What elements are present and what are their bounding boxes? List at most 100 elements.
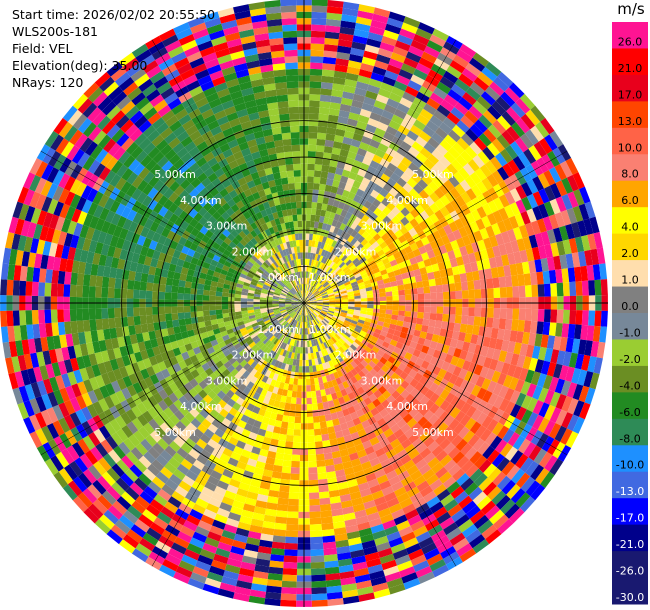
velocity-gate [519, 343, 529, 357]
velocity-gate [341, 169, 351, 178]
velocity-gate [21, 251, 30, 267]
velocity-gate [355, 275, 363, 282]
velocity-gate [269, 438, 279, 447]
velocity-gate [314, 338, 319, 346]
velocity-gate [329, 300, 336, 303]
velocity-gate [352, 561, 368, 571]
velocity-gate [225, 353, 234, 361]
velocity-gate [379, 115, 392, 126]
velocity-gate [287, 309, 294, 314]
velocity-gate [328, 307, 336, 311]
velocity-gate [195, 497, 209, 509]
velocity-gate [277, 497, 289, 506]
velocity-gate [348, 171, 358, 181]
velocity-gate [376, 237, 385, 246]
velocity-gate [354, 232, 362, 241]
velocity-gate [530, 484, 546, 501]
velocity-gate [554, 163, 567, 181]
velocity-gate [304, 309, 307, 316]
velocity-gate [94, 518, 111, 535]
velocity-gate [199, 371, 209, 381]
velocity-gate [311, 587, 327, 595]
velocity-gate [293, 295, 299, 300]
velocity-gate [396, 146, 409, 157]
velocity-gate [404, 352, 413, 361]
velocity-gate [142, 410, 154, 423]
velocity-gate [382, 322, 391, 329]
velocity-gate [90, 330, 99, 343]
velocity-gate [249, 397, 258, 406]
velocity-gate [406, 464, 419, 476]
velocity-gate [279, 308, 287, 312]
velocity-gate [521, 182, 533, 197]
velocity-gate [283, 561, 298, 569]
velocity-gate [325, 178, 334, 186]
velocity-gate [362, 156, 373, 166]
velocity-gate [323, 318, 330, 324]
velocity-gate [310, 214, 316, 222]
velocity-gate [275, 313, 282, 319]
velocity-gate [209, 525, 224, 536]
velocity-gate [415, 239, 425, 249]
velocity-gate [437, 335, 446, 345]
velocity-gate [439, 139, 453, 152]
velocity-gate [353, 358, 361, 366]
velocity-gate [356, 336, 364, 343]
velocity-gate [305, 308, 309, 316]
velocity-gate [169, 240, 179, 250]
velocity-gate [315, 294, 322, 299]
velocity-gate [25, 310, 33, 325]
velocity-gate [577, 369, 588, 386]
velocity-gate [437, 422, 449, 434]
velocity-gate [444, 353, 454, 364]
velocity-gate [345, 524, 359, 534]
velocity-gate [316, 466, 327, 474]
velocity-gate [262, 286, 269, 291]
velocity-gate [360, 533, 375, 544]
velocity-gate [241, 352, 249, 360]
velocity-gate [315, 151, 324, 159]
velocity-gate [537, 417, 550, 433]
velocity-gate [397, 261, 406, 270]
velocity-gate [367, 145, 378, 155]
velocity-gate [63, 284, 71, 297]
velocity-gate [330, 254, 337, 262]
velocity-gate [177, 312, 185, 320]
velocity-gate [318, 255, 324, 263]
velocity-gate [173, 196, 184, 207]
velocity-gate [473, 279, 481, 290]
velocity-gate [46, 407, 59, 423]
velocity-gate [226, 271, 234, 278]
velocity-gate [335, 277, 342, 284]
velocity-gate [51, 362, 62, 377]
velocity-gate [393, 346, 402, 355]
velocity-gate [261, 288, 269, 293]
velocity-gate [350, 332, 359, 339]
velocity-gate [498, 276, 507, 288]
velocity-gate [75, 182, 87, 197]
velocity-gate [209, 408, 220, 419]
velocity-gate [314, 358, 319, 366]
velocity-gate [484, 432, 498, 446]
velocity-gate [207, 423, 218, 434]
velocity-gate [540, 257, 549, 272]
velocity-gate [109, 200, 121, 214]
velocity-gate [235, 314, 243, 320]
velocity-gate [354, 272, 362, 279]
velocity-gate [265, 377, 273, 385]
velocity-gate [308, 285, 313, 292]
velocity-gate [515, 392, 527, 407]
velocity-gate [316, 254, 321, 262]
velocity-gate [96, 264, 105, 277]
velocity-gate [311, 5, 328, 13]
velocity-gate [219, 535, 234, 546]
velocity-gate [317, 376, 324, 384]
velocity-gate [493, 76, 509, 92]
velocity-gate [448, 373, 459, 385]
velocity-gate [355, 408, 365, 418]
velocity-gate [158, 206, 169, 217]
velocity-gate [394, 40, 411, 52]
velocity-gate [306, 410, 313, 417]
velocity-gate [412, 411, 424, 423]
velocity-gate [166, 247, 176, 257]
